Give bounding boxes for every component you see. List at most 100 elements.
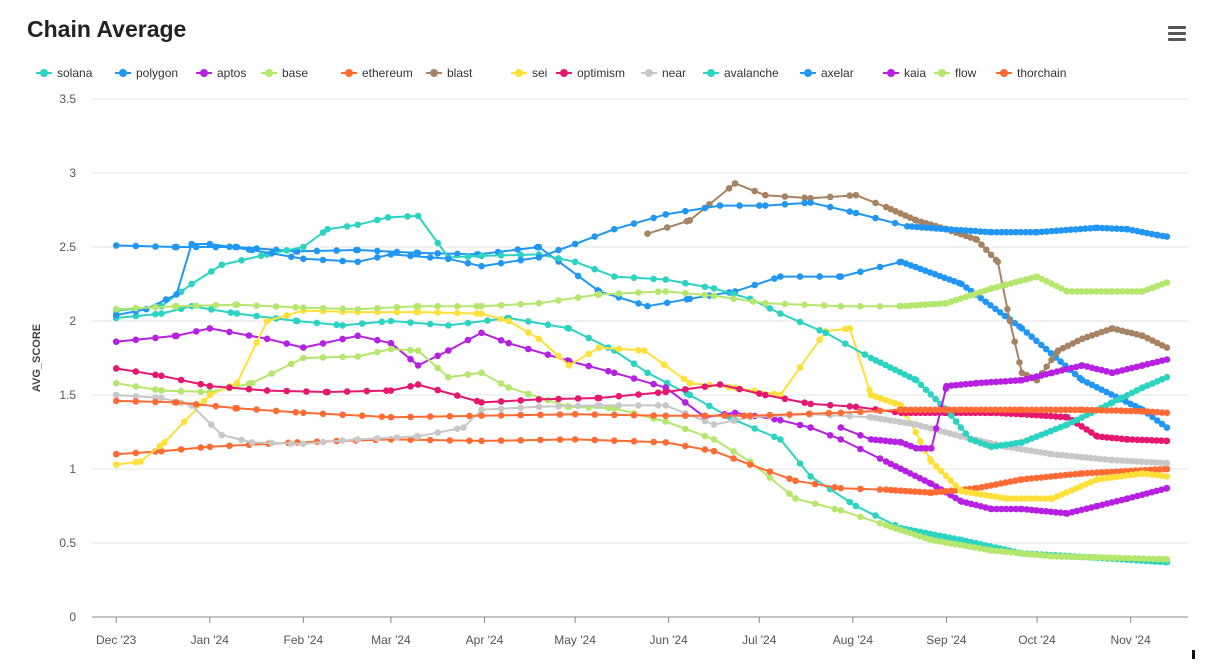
legend-item-polygon[interactable]: polygon: [115, 64, 178, 82]
data-point-aptos: [857, 445, 864, 453]
data-point-kaia: [983, 379, 990, 386]
legend-label: polygon: [136, 66, 179, 80]
data-point-base: [988, 547, 995, 554]
data-point-base: [857, 513, 864, 521]
data-point-near: [846, 412, 854, 420]
data-point-axelar: [1163, 233, 1171, 240]
data-point-axelar: [846, 208, 854, 215]
data-point-aptos: [1023, 506, 1031, 513]
data-point-optimism: [407, 383, 414, 390]
data-point-flow: [635, 289, 642, 296]
data-point-base: [811, 500, 819, 508]
data-point-near: [1118, 457, 1126, 464]
data-point-axelar: [1033, 228, 1041, 236]
data-point-blast: [826, 193, 834, 201]
data-point-kaia: [992, 378, 1000, 386]
data-point-avalanche: [822, 329, 829, 337]
data-point-flow: [926, 301, 934, 308]
data-point-optimism: [303, 388, 310, 395]
data-point-thorchain: [1158, 409, 1166, 416]
data-point-flow: [801, 301, 808, 309]
legend-item-blast[interactable]: blast: [426, 64, 472, 82]
data-point-solana: [484, 317, 491, 324]
legend-item-kaia[interactable]: kaia: [883, 64, 926, 82]
data-point-optimism: [387, 387, 395, 394]
data-point-polygon: [963, 284, 970, 291]
legend-item-base[interactable]: base: [261, 64, 308, 82]
data-point-aptos: [1033, 507, 1040, 514]
data-point-near: [132, 393, 140, 400]
data-point-flow: [354, 305, 362, 313]
data-point-flow: [1102, 288, 1110, 295]
data-point-optimism: [1108, 434, 1116, 442]
data-point-aptos: [777, 416, 784, 424]
data-point-sei: [525, 329, 532, 336]
legend-item-flow[interactable]: flow: [934, 64, 976, 82]
data-point-thorchain: [1132, 407, 1139, 415]
legend-label: flow: [955, 66, 977, 80]
data-point-axelar: [988, 228, 995, 236]
hamburger-menu-icon[interactable]: [1168, 26, 1186, 42]
legend-item-thorchain[interactable]: thorchain: [996, 64, 1066, 82]
data-point-thorchain: [967, 406, 975, 414]
data-point-aptos: [414, 362, 422, 369]
data-point-polygon: [777, 273, 784, 280]
data-point-base: [937, 538, 945, 545]
data-point-solana: [294, 317, 301, 325]
data-point-sei: [641, 347, 648, 354]
data-point-ethereum: [932, 488, 940, 496]
legend-label: thorchain: [1017, 66, 1067, 80]
data-point-solana: [233, 310, 241, 317]
data-point-near: [1133, 458, 1140, 465]
legend-item-optimism[interactable]: optimism: [556, 64, 625, 82]
data-point-base: [177, 387, 185, 395]
legend-item-near[interactable]: near: [641, 64, 686, 82]
data-point-near: [1114, 457, 1121, 464]
data-point-ethereum: [1052, 472, 1060, 480]
data-point-polygon: [1071, 370, 1079, 378]
data-point-kaia: [877, 437, 884, 444]
data-point-axelar: [923, 224, 930, 231]
data-point-ethereum: [1093, 469, 1101, 477]
data-point-flow: [615, 290, 623, 297]
data-point-solana: [387, 317, 395, 325]
data-point-ethereum: [177, 446, 185, 453]
legend-item-ethereum[interactable]: ethereum: [341, 64, 413, 82]
data-point-optimism: [781, 395, 789, 403]
legend-item-avalanche[interactable]: avalanche: [703, 64, 779, 82]
legend-item-axelar[interactable]: axelar: [800, 64, 854, 82]
data-point-axelar: [206, 240, 214, 248]
data-point-axelar: [535, 254, 543, 261]
data-point-near: [319, 438, 327, 446]
legend-label: avalanche: [724, 66, 779, 80]
legend-item-solana[interactable]: solana: [36, 64, 92, 82]
data-point-ethereum: [1156, 466, 1163, 473]
data-point-axelar: [445, 255, 452, 263]
data-point-blast: [872, 199, 879, 207]
data-point-avalanche: [952, 418, 960, 425]
data-point-optimism: [756, 390, 763, 397]
data-point-ethereum: [1079, 470, 1086, 477]
data-point-blast: [801, 194, 808, 202]
data-point-solana: [807, 473, 814, 480]
data-point-optimism: [497, 398, 505, 405]
data-point-polygon: [152, 243, 159, 250]
data-point-optimism: [852, 403, 860, 411]
legend-item-aptos[interactable]: aptos: [196, 64, 246, 82]
data-point-base: [1007, 549, 1015, 556]
data-point-thorchain: [902, 406, 910, 414]
data-point-blast: [852, 191, 860, 199]
data-point-axelar: [374, 254, 381, 261]
legend-label: aptos: [217, 66, 247, 80]
legend-item-sei[interactable]: sei: [511, 64, 547, 82]
data-point-kaia: [962, 380, 970, 388]
data-point-aptos: [319, 340, 327, 347]
data-point-thorchain: [837, 409, 845, 417]
data-point-polygon: [796, 273, 804, 280]
data-point-near: [1128, 457, 1136, 465]
data-point-sei: [816, 336, 823, 344]
data-point-aptos: [605, 367, 612, 375]
data-point-ethereum: [517, 437, 524, 444]
data-point-aptos: [1163, 484, 1171, 492]
legend-label: axelar: [821, 66, 854, 80]
